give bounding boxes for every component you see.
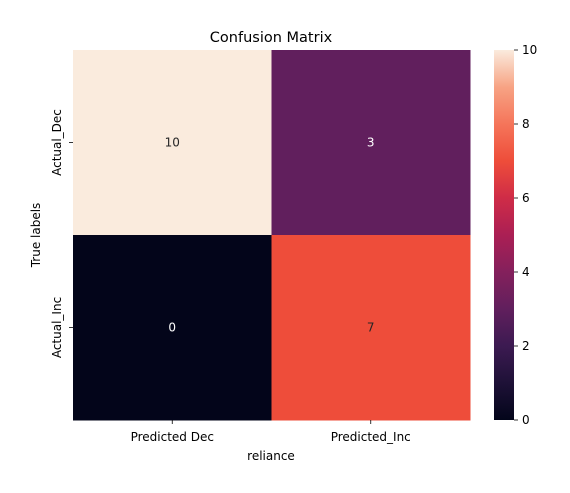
heatmap-cells — [73, 50, 471, 421]
cell-value-label: 0 — [168, 321, 176, 335]
cell-annotations: 10 3 0 7 — [165, 136, 375, 335]
colorbar-tick-label: 0 — [522, 413, 530, 427]
colorbar-tick-label: 2 — [522, 339, 530, 353]
colorbar-tick-label: 4 — [522, 265, 530, 279]
heatmap-cell — [271, 50, 471, 236]
heatmap-cell — [271, 235, 471, 421]
cell-value-label: 10 — [165, 136, 180, 150]
colorbar-tick-label: 6 — [522, 191, 530, 205]
y-tick-label: Actual_Dec — [50, 109, 64, 176]
colorbar-tick-label: 10 — [522, 43, 537, 57]
cell-value-label: 3 — [367, 136, 375, 150]
chart-title: Confusion Matrix — [210, 30, 333, 46]
colorbar-ticks: 0 2 4 6 8 10 — [514, 43, 537, 427]
heatmap-cell — [73, 50, 272, 236]
y-axis-label: True labels — [29, 203, 43, 269]
colorbar — [494, 50, 514, 420]
x-tick-label: Predicted Dec — [131, 430, 214, 444]
colorbar-tick-label: 8 — [522, 117, 530, 131]
x-tick-label: Predicted_Inc — [331, 430, 411, 444]
x-axis-label: reliance — [247, 449, 295, 463]
cell-value-label: 7 — [367, 321, 375, 335]
y-axis-ticks: Actual_Dec Actual_Inc — [50, 109, 73, 358]
x-axis-ticks: Predicted Dec Predicted_Inc — [131, 420, 411, 444]
heatmap-cell — [73, 235, 272, 421]
y-tick-label: Actual_Inc — [50, 297, 64, 358]
